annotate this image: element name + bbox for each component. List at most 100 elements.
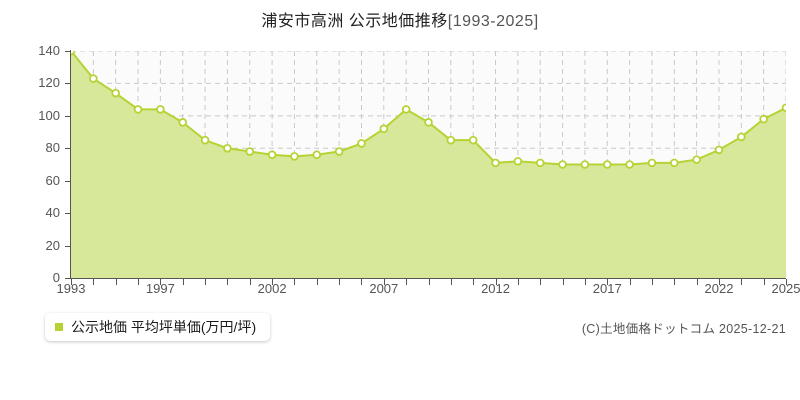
- x-tick-mark: [540, 279, 542, 285]
- data-point: [491, 158, 500, 168]
- y-tick-label: 100: [38, 107, 60, 123]
- data-point: [71, 51, 76, 56]
- y-tick-mark: [65, 115, 71, 117]
- x-tick-mark: [674, 279, 676, 285]
- x-tick-mark: [93, 279, 95, 285]
- x-tick-label: 2002: [257, 281, 287, 296]
- x-tick-mark: [406, 279, 408, 285]
- x-tick-label: 2022: [704, 281, 734, 296]
- x-tick-mark: [115, 279, 117, 285]
- x-tick-mark: [227, 279, 229, 285]
- x-tick-mark: [495, 279, 497, 285]
- data-point: [334, 147, 344, 156]
- data-point: [357, 139, 366, 148]
- data-point: [625, 160, 634, 169]
- x-tick-mark: [138, 279, 140, 285]
- page-title: 浦安市高洲 公示地価推移[1993-2025]: [0, 7, 800, 31]
- data-point: [468, 135, 478, 145]
- x-tick-label: 2007: [369, 281, 399, 296]
- data-point: [133, 105, 143, 114]
- y-tick-mark: [65, 180, 71, 182]
- x-tick-mark: [383, 279, 385, 285]
- x-tick-label: 1993: [56, 281, 86, 296]
- credit-text: (C)土地価格ドットコム 2025-12-21: [581, 322, 786, 336]
- data-markers: [71, 51, 786, 169]
- y-tick-label: 60: [45, 172, 60, 188]
- data-point: [692, 155, 701, 164]
- data-point: [245, 147, 255, 156]
- y-tick-label: 20: [45, 237, 60, 253]
- x-tick-mark: [651, 279, 653, 285]
- data-point: [781, 103, 786, 113]
- data-point: [669, 158, 679, 168]
- data-point: [647, 158, 657, 168]
- data-point: [424, 118, 433, 127]
- x-tick-mark: [473, 279, 475, 285]
- data-point: [200, 135, 210, 145]
- x-tick-mark: [339, 279, 341, 285]
- y-tick-label: 0: [52, 270, 60, 285]
- x-tick-mark: [517, 279, 519, 285]
- y-tick-mark: [65, 148, 71, 150]
- y-tick-mark: [65, 278, 71, 279]
- data-point: [737, 132, 746, 142]
- data-point: [759, 114, 768, 124]
- y-tick-label: 40: [45, 205, 60, 221]
- data-point: [89, 74, 98, 83]
- x-tick-mark: [786, 279, 787, 285]
- x-tick-label: 1997: [145, 281, 175, 296]
- y-tick-label: 140: [38, 43, 60, 58]
- y-tick-label: 80: [45, 140, 60, 156]
- y-tick-mark: [65, 245, 71, 247]
- y-tick-label: 120: [38, 75, 60, 91]
- data-point: [111, 88, 120, 98]
- data-point: [178, 118, 188, 127]
- chart-legend: 公示地価 平均坪単価(万円/坪): [45, 313, 271, 341]
- x-tick-mark: [763, 279, 765, 285]
- x-axis-line: [70, 278, 786, 279]
- x-tick-label: 2017: [592, 281, 622, 296]
- x-tick-mark: [607, 279, 609, 285]
- data-point: [401, 105, 411, 114]
- y-axis-line: [70, 50, 71, 279]
- data-point: [290, 152, 299, 161]
- data-point: [379, 124, 389, 134]
- x-tick-mark: [182, 279, 184, 285]
- data-point: [156, 105, 165, 114]
- chart-title-range: [1993-2025]: [447, 13, 539, 30]
- x-tick-mark: [696, 279, 698, 285]
- data-point: [513, 156, 523, 166]
- data-point: [602, 160, 612, 169]
- x-tick-mark: [361, 279, 363, 285]
- data-point: [267, 150, 277, 160]
- plot-area: [71, 51, 786, 278]
- x-tick-mark: [205, 279, 207, 285]
- x-tick-mark: [249, 279, 251, 285]
- data-point: [446, 135, 456, 145]
- data-point: [714, 145, 724, 155]
- chart-title-text: 浦安市高洲 公示地価推移: [261, 13, 448, 30]
- legend-swatch-icon: [55, 323, 63, 331]
- x-tick-mark: [428, 279, 430, 285]
- x-tick-mark: [718, 279, 720, 285]
- x-tick-mark: [294, 279, 296, 285]
- area-chart-svg: [71, 51, 786, 278]
- data-point: [223, 143, 232, 153]
- y-tick-mark: [65, 213, 71, 215]
- x-tick-mark: [71, 279, 72, 285]
- x-tick-mark: [584, 279, 586, 285]
- x-tick-label: 2012: [481, 281, 510, 296]
- legend-label: 公示地価 平均坪単価(万円/坪): [71, 319, 257, 335]
- x-tick-mark: [629, 279, 631, 285]
- x-tick-mark: [316, 279, 318, 285]
- y-tick-mark: [65, 51, 71, 52]
- data-point: [535, 158, 545, 168]
- data-point: [558, 160, 567, 169]
- x-tick-label: 2025: [771, 281, 800, 296]
- x-tick-mark: [450, 279, 452, 285]
- area-fill: [71, 51, 786, 278]
- data-point: [312, 150, 322, 160]
- y-tick-mark: [65, 83, 71, 85]
- x-tick-mark: [160, 279, 162, 285]
- x-tick-mark: [741, 279, 743, 285]
